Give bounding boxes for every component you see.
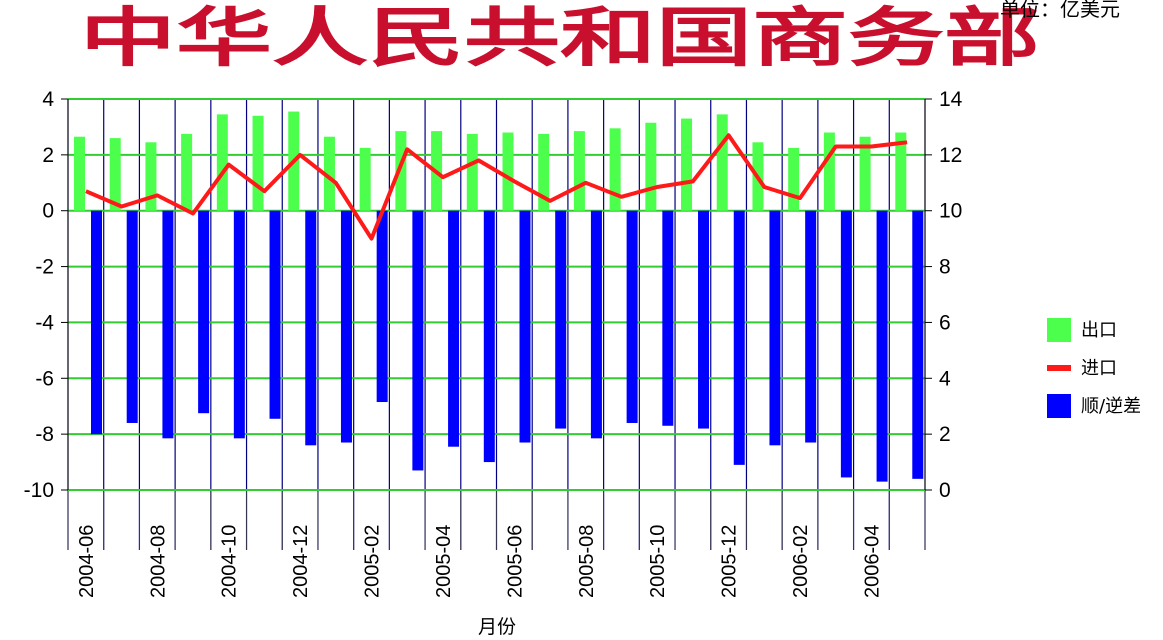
x-tick-label: 2006-04 xyxy=(861,525,883,598)
export-bar xyxy=(788,147,800,211)
legend-label: 顺/逆差 xyxy=(1081,396,1141,417)
legend-swatch xyxy=(1047,365,1071,371)
export-bar xyxy=(145,142,157,211)
balance-bar xyxy=(448,210,460,447)
balance-bar xyxy=(912,210,924,479)
legend-label: 进口 xyxy=(1081,358,1117,379)
export-bar xyxy=(859,136,871,211)
x-tick-label: 2005-04 xyxy=(433,525,455,598)
y-right-tick-label: 10 xyxy=(939,200,962,223)
export-bar xyxy=(538,133,550,211)
y-right-tick-label: 4 xyxy=(939,367,951,390)
balance-bar xyxy=(340,210,352,443)
y-right-tick-label: 14 xyxy=(939,88,963,111)
export-bar xyxy=(502,132,514,211)
balance-bar xyxy=(698,210,710,429)
export-bar xyxy=(609,128,621,211)
legend-label: 出口 xyxy=(1081,320,1117,341)
export-bar xyxy=(823,132,835,211)
balance-bar xyxy=(662,210,674,426)
legend-swatch xyxy=(1047,394,1071,418)
balance-bar xyxy=(376,210,388,403)
balance-bar xyxy=(876,210,888,482)
balance-bar xyxy=(555,210,567,429)
x-axis-label: 月份 xyxy=(478,616,516,638)
balance-bar xyxy=(412,210,424,471)
export-bar xyxy=(109,138,121,211)
export-bar xyxy=(895,132,907,211)
x-tick-label: 2004-06 xyxy=(76,525,98,598)
y-right-tick-label: 12 xyxy=(939,144,962,167)
legend-swatch xyxy=(1047,318,1071,342)
x-tick-label: 2004-08 xyxy=(147,525,169,598)
y-left-tick-label: 0 xyxy=(42,200,54,223)
x-tick-label: 2005-06 xyxy=(504,525,526,598)
balance-bar xyxy=(805,210,817,443)
balance-bar xyxy=(162,210,174,439)
balance-bar xyxy=(626,210,638,423)
export-bar xyxy=(252,115,264,211)
balance-bar xyxy=(91,210,102,435)
balance-bar xyxy=(305,210,317,446)
x-tick-label: 2005-08 xyxy=(576,525,598,598)
export-bar xyxy=(181,133,193,211)
balance-bar xyxy=(840,210,852,478)
balance-bar xyxy=(590,210,602,439)
export-bar xyxy=(74,136,85,211)
import-line xyxy=(85,133,908,241)
export-bar xyxy=(645,122,657,211)
plot-area: 4 14 2 12 0 10 -2 8 -4 6 -6 4 -8 2 -10 0 2004-06 2004-08 2… xyxy=(24,88,963,598)
export-bar xyxy=(716,114,728,211)
x-tick-label: 2005-02 xyxy=(362,525,384,598)
balance-bar xyxy=(198,210,210,414)
balance-bar xyxy=(733,210,745,465)
export-bar xyxy=(466,133,478,211)
y-right-tick-label: 2 xyxy=(939,423,951,446)
balance-bar xyxy=(483,210,495,463)
y-left-tick-label: -6 xyxy=(35,367,54,390)
y-right-tick-label: 8 xyxy=(939,256,951,279)
export-bar xyxy=(681,118,693,211)
balance-bar xyxy=(269,210,281,419)
y-left-tick-label: -8 xyxy=(35,423,54,446)
y-left-tick-label: -2 xyxy=(35,256,54,279)
y-left-tick-label: 2 xyxy=(42,144,54,167)
balance-bar xyxy=(126,210,138,423)
watermark-banner: 中华人民共和国商务部 xyxy=(80,1,1040,76)
balance-bar xyxy=(769,210,781,446)
export-bar xyxy=(323,136,335,211)
export-bar xyxy=(216,114,228,211)
x-tick-label: 2006-02 xyxy=(790,525,812,598)
balance-bar xyxy=(233,210,245,439)
unit-label: 单位：亿美元 xyxy=(1000,0,1120,21)
export-bar xyxy=(395,131,407,211)
y-right-tick-label: 6 xyxy=(939,311,951,334)
x-tick-label: 2004-12 xyxy=(290,525,312,598)
y-left-tick-label: -10 xyxy=(24,479,54,502)
export-bar xyxy=(359,147,371,211)
balance-bar xyxy=(519,210,531,443)
x-tick-label: 2004-10 xyxy=(219,525,241,598)
y-right-tick-label: 0 xyxy=(939,479,951,502)
x-tick-label: 2005-10 xyxy=(647,525,669,598)
export-bar xyxy=(573,131,585,211)
y-left-tick-label: -4 xyxy=(35,311,54,334)
x-tick-label: 2005-12 xyxy=(719,525,741,598)
y-left-tick-label: 4 xyxy=(42,88,54,111)
